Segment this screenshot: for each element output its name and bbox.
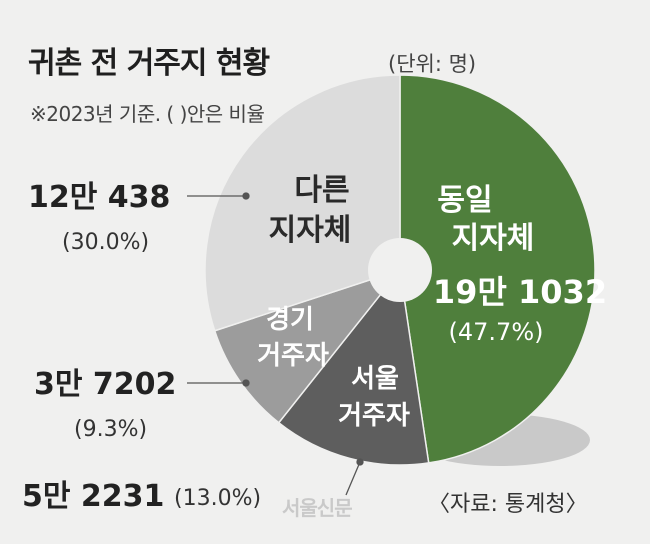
slice-label-gyeonggi-line1: 경기: [266, 305, 314, 335]
slice-gyeonggi: [213, 268, 403, 424]
pie-center-hole: [368, 238, 432, 302]
slice-label-same-line2: 지자체: [452, 221, 535, 256]
slice-label-seoul-line1: 서울: [351, 364, 399, 394]
slice-other: [204, 74, 401, 332]
slice-label-seoul-line2: 거주자: [338, 401, 410, 431]
percent-label-other: (30.0%): [62, 230, 149, 255]
slice-percent-same: (47.7%): [449, 318, 544, 346]
value-label-seoul: 5만 2231: [22, 479, 164, 514]
slice-same: [399, 74, 596, 464]
pie-slices: [204, 74, 596, 466]
value-label-gyeonggi: 3만 7202: [34, 367, 176, 402]
chart-title: 귀촌 전 거주지 현황: [28, 46, 270, 81]
percent-label-gyeonggi: (9.3%): [74, 417, 147, 442]
slice-label-same-line1: 동일: [437, 183, 492, 218]
slice-label-gyeonggi-line2: 거주자: [257, 341, 329, 371]
publisher-logo: 서울신문: [282, 496, 353, 520]
unit-label: (단위: 명): [388, 52, 477, 76]
value-label-other: 12만 438: [28, 180, 170, 215]
leader-lines: [187, 192, 364, 496]
chart-note: ※2023년 기준. ( )안은 비율: [30, 102, 265, 126]
percent-label-seoul: (13.0%): [174, 486, 261, 511]
slice-label-other-line2: 지자체: [269, 213, 352, 248]
source-note: 〈자료: 통계청〉: [428, 492, 588, 517]
slice-label-other-line1: 다른: [294, 173, 349, 208]
slice-value-same: 19만 1032: [433, 273, 607, 311]
slice-seoul: [277, 268, 430, 466]
